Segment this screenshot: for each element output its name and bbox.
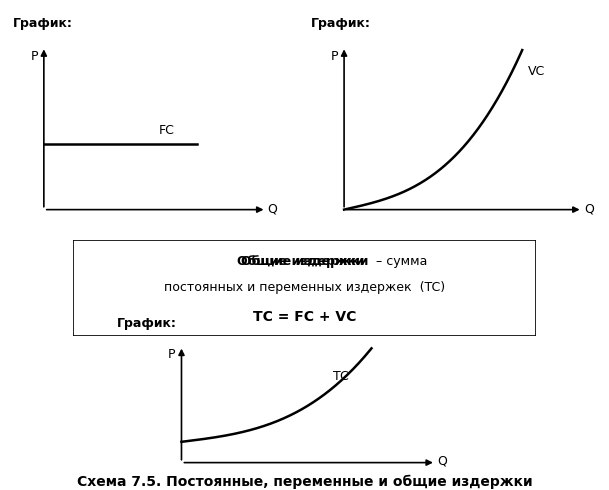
Text: Q: Q [584,203,594,216]
Text: Общие издержки: Общие издержки [238,255,365,268]
Text: – сумма: – сумма [371,255,427,268]
Text: График:: График: [13,17,73,30]
Text: Q: Q [437,454,447,467]
Text: TC = FC + VC: TC = FC + VC [253,310,356,323]
Text: P: P [31,50,38,63]
Text: постоянных и переменных издержек  (TC): постоянных и переменных издержек (TC) [164,281,445,294]
Text: Q: Q [267,203,278,216]
Text: График:: График: [117,317,177,330]
Text: График:: График: [311,17,371,30]
Text: P: P [167,348,175,361]
Text: Схема 7.5. Постоянные, переменные и общие издержки: Схема 7.5. Постоянные, переменные и общи… [77,475,532,489]
Text: VC: VC [527,65,545,78]
Text: P: P [331,50,338,63]
Text: Общие издержки: Общие издержки [241,255,368,268]
Text: FC: FC [159,124,175,137]
Text: TC: TC [334,370,349,383]
